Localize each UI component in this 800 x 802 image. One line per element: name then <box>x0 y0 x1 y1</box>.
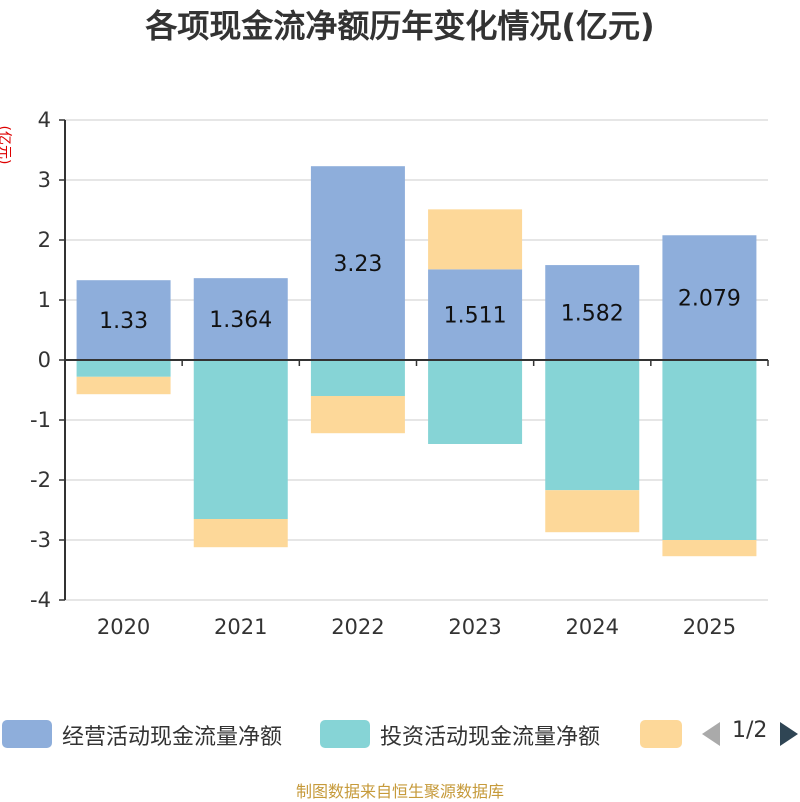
y-tick-label: 2 <box>38 228 51 252</box>
x-tick-label-2022: 2022 <box>331 615 384 639</box>
y-tick-label: -2 <box>30 468 51 492</box>
bars[interactable] <box>76 166 757 557</box>
chart-area: 4 3 2 1 0 -1 -2 -3 -4 2020 2021 2022 2023 2024 2025 1.… <box>0 108 769 639</box>
bar-2024-series-1[interactable] <box>545 360 640 491</box>
bar-2020-series-1[interactable] <box>76 360 171 377</box>
bar-2022-series-0[interactable] <box>310 166 405 360</box>
bar-2024-series-2[interactable] <box>545 490 640 533</box>
x-tick-label-2024: 2024 <box>566 615 619 639</box>
bar-2025-series-2[interactable] <box>662 540 757 557</box>
legend-label: 投资活动现金流量净额 <box>380 725 601 750</box>
bar-2022-series-2[interactable] <box>310 396 405 434</box>
bar-2024-series-0[interactable] <box>545 265 640 360</box>
bar-2023-series-2[interactable] <box>428 209 523 270</box>
data-label-2021: 1.364 <box>209 308 272 333</box>
bar-2020-series-0[interactable] <box>76 280 171 360</box>
legend-prev-page-icon[interactable] <box>700 720 722 748</box>
bar-2023-series-1[interactable] <box>428 360 523 444</box>
legend-swatch <box>320 720 370 748</box>
data-label-2022: 3.23 <box>333 252 382 277</box>
legend-swatch <box>2 720 52 748</box>
bar-2025-series-1[interactable] <box>662 360 757 540</box>
y-tick-label: 3 <box>38 168 51 192</box>
legend-label: 经营活动现金流量净额 <box>62 725 283 750</box>
y-tick-label: 0 <box>38 348 51 372</box>
y-tick-label: -1 <box>30 408 51 432</box>
legend-page-indicator: 1/2 <box>732 718 768 743</box>
x-tick-label-2023: 2023 <box>448 615 501 639</box>
x-tick-label-2025: 2025 <box>683 615 736 639</box>
y-tick-label: 1 <box>38 288 51 312</box>
y-axis-unit-label: (亿元) <box>0 126 12 165</box>
bar-2022-series-1[interactable] <box>310 360 405 396</box>
source-note: 制图数据来自恒生聚源数据库 <box>295 782 504 801</box>
grid-lines <box>65 119 768 601</box>
x-tick-label-2021: 2021 <box>214 615 267 639</box>
bar-2021-series-0[interactable] <box>193 278 288 360</box>
bar-2023-series-0[interactable] <box>428 269 523 360</box>
data-label-2023: 1.511 <box>444 304 507 329</box>
legend-swatch <box>640 720 682 748</box>
data-label-2024: 1.582 <box>561 302 624 327</box>
legend-next-page-icon[interactable] <box>778 720 800 748</box>
data-label-2020: 1.33 <box>99 309 148 334</box>
y-tick-label: 4 <box>38 108 51 132</box>
data-labels: 1.33 1.364 3.23 1.511 1.582 2.079 <box>99 252 741 334</box>
y-tick-label: -4 <box>30 588 51 612</box>
chart-title: 各项现金流净额历年变化情况(亿元) <box>145 7 655 45</box>
bar-2021-series-2[interactable] <box>193 519 288 548</box>
axes: 4 3 2 1 0 -1 -2 -3 -4 2020 2021 2022 2023 2024 2025 <box>30 108 769 639</box>
y-tick-label: -3 <box>30 528 51 552</box>
bar-2021-series-1[interactable] <box>193 360 288 519</box>
data-label-2025: 2.079 <box>678 287 741 312</box>
legend: 经营活动现金流量净额 投资活动现金流量净额 1/2 <box>0 712 800 756</box>
x-tick-label-2020: 2020 <box>97 615 150 639</box>
bar-2020-series-2[interactable] <box>76 376 171 395</box>
bar-2025-series-0[interactable] <box>662 235 757 360</box>
